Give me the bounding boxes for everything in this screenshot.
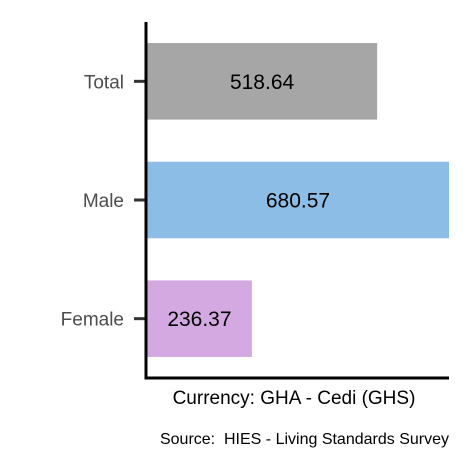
bar-male: [147, 161, 449, 239]
bar-total: [147, 43, 378, 120]
value-label-total: 518.64: [230, 71, 295, 94]
bars-group: 518.64 680.57 236.37: [147, 43, 449, 357]
category-label-male: Male: [83, 191, 124, 212]
x-axis-title: Currency: GHA - Cedi (GHS): [173, 388, 416, 409]
value-label-male: 680.57: [266, 190, 330, 213]
source-caption: Source: HIES - Living Standards Survey: [160, 431, 449, 448]
y-ticks-group: Total Male Female: [61, 72, 146, 331]
category-label-total: Total: [84, 72, 124, 93]
category-label-female: Female: [61, 310, 124, 331]
bar-female: [147, 280, 252, 357]
value-label-female: 236.37: [167, 308, 231, 331]
